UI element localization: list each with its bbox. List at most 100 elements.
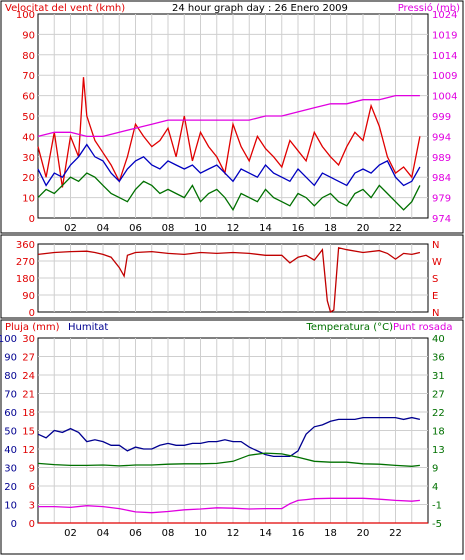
wind-ytick-label: 0 <box>29 214 35 225</box>
direction-ytick-label: 0 <box>29 308 35 319</box>
rain_temp-ytick-label: 21 <box>22 390 35 401</box>
wind-series-gust_avg <box>37 143 421 187</box>
rain_temp-series-temperature <box>37 452 420 467</box>
wind-xtick-label: 20 <box>357 223 370 234</box>
dewpoint-axis-label: Punt rosada <box>393 322 452 333</box>
rain_temp-ytick-label: 30 <box>22 334 35 345</box>
rain_temp-xtick-label: 12 <box>227 528 240 539</box>
wind-y2tick-label: 979 <box>432 194 451 205</box>
rain_temp-xtick-label: 16 <box>292 528 305 539</box>
wind-y2tick-label: 1024 <box>432 10 457 21</box>
rain-humidity-temperature-chart: 0369121518212427300102030405060708090100… <box>0 334 445 539</box>
wind-chart: 0 10 20 30 40 50 60 70 80 90 100 974 979 984 989 994 999… <box>16 10 458 234</box>
rain_temp-humidity-tick-label: 50 <box>4 427 17 438</box>
rain_temp-humidity-tick-label: 0 <box>11 519 17 530</box>
rain_temp-y2tick-label: 4 <box>432 482 438 493</box>
rain_temp-ytick-label: 27 <box>22 353 35 364</box>
rain_temp-humidity-tick-label: 100 <box>0 334 17 345</box>
wind-series-pressure <box>37 94 420 138</box>
rain_temp-y2tick-label: 36 <box>432 353 445 364</box>
wind-y2tick-label: 999 <box>432 112 451 123</box>
wind-xtick-label: 06 <box>129 223 142 234</box>
rain_temp-xtick-label: 20 <box>357 528 370 539</box>
rain_temp-ytick-label: 12 <box>22 445 35 456</box>
rain_temp-y2tick-label: 40 <box>432 334 445 345</box>
wind-xtick-label: 22 <box>389 223 402 234</box>
wind-xtick-label: 14 <box>259 223 272 234</box>
wind-y2tick-label: 989 <box>432 153 451 164</box>
panel-wind-frame <box>0 0 464 234</box>
direction-ytick-label: 360 <box>16 240 35 251</box>
rain_temp-humidity-tick-label: 10 <box>4 501 17 512</box>
rain_temp-xtick-label: 10 <box>194 528 207 539</box>
wind-axis-label: Velocitat del vent (kmh) <box>5 3 125 14</box>
rain_temp-y2tick-label: 18 <box>432 427 445 438</box>
rain_temp-ytick-label: 6 <box>29 482 35 493</box>
rain_temp-xtick-label: 18 <box>324 528 337 539</box>
direction-y2tick-label: N <box>432 240 439 251</box>
wind-ytick-label: 40 <box>22 132 35 143</box>
rain_temp-humidity-tick-label: 60 <box>4 408 17 419</box>
rain_temp-y2tick-label: 22 <box>432 408 445 419</box>
rain_temp-y2tick-label: 9 <box>432 464 438 475</box>
wind-y2tick-label: 1019 <box>432 30 457 41</box>
pressure-axis-label: Pressió (mb) <box>398 2 460 14</box>
rain_temp-humidity-tick-label: 80 <box>4 371 17 382</box>
rain_temp-y2tick-label: 27 <box>432 390 445 401</box>
rain_temp-xtick-label: 22 <box>389 528 402 539</box>
wind-y2tick-label: 1004 <box>432 92 457 103</box>
panel-direction-frame <box>0 234 464 319</box>
rain_temp-humidity-tick-label: 70 <box>4 390 17 401</box>
wind-xtick-label: 10 <box>194 223 207 234</box>
wind-y2tick-label: 984 <box>432 173 451 184</box>
rain_temp-y2tick-label: 13 <box>432 445 445 456</box>
wind-series-wind_avg <box>37 172 421 212</box>
rain_temp-ytick-label: 15 <box>22 427 35 438</box>
direction-ytick-label: 180 <box>16 274 35 285</box>
rain_temp-xtick-label: 14 <box>259 528 272 539</box>
wind-xtick-label: 12 <box>227 223 240 234</box>
humidity-axis-label: Humitat <box>68 322 108 333</box>
rain_temp-humidity-tick-label: 30 <box>4 464 17 475</box>
direction-y2tick-label: W <box>432 257 442 268</box>
direction-ytick-label: 90 <box>22 291 35 302</box>
wind-xtick-label: 16 <box>292 223 305 234</box>
rain_temp-xtick-label: 06 <box>129 528 142 539</box>
rain_temp-y2tick-label: -5 <box>432 519 442 530</box>
direction-y2tick-label: S <box>432 274 438 285</box>
rain_temp-humidity-tick-label: 20 <box>4 482 17 493</box>
rain_temp-humidity-tick-label: 90 <box>4 353 17 364</box>
wind-xtick-label: 08 <box>162 223 175 234</box>
wind-ytick-label: 30 <box>22 153 35 164</box>
rain_temp-y2tick-label: -1 <box>432 501 442 512</box>
wind-ytick-label: 20 <box>22 173 35 184</box>
rain-axis-label: Pluja (mm) <box>5 322 60 333</box>
rain_temp-y2tick-label: 31 <box>432 371 445 382</box>
wind-y2tick-label: 1009 <box>432 71 457 82</box>
wind-xtick-label: 04 <box>97 223 110 234</box>
rain_temp-ytick-label: 18 <box>22 408 35 419</box>
rain_temp-ytick-label: 9 <box>29 464 35 475</box>
rain_temp-series-humidity <box>37 416 421 458</box>
wind-ytick-label: 70 <box>22 71 35 82</box>
wind-xtick-label: 02 <box>64 223 77 234</box>
wind-ytick-label: 10 <box>22 194 35 205</box>
rain_temp-humidity-tick-label: 40 <box>4 445 17 456</box>
wind-xtick-label: 18 <box>324 223 337 234</box>
wind-ytick-label: 80 <box>22 51 35 62</box>
direction-series-direction <box>37 246 421 313</box>
direction-ytick-label: 270 <box>16 257 35 268</box>
panel-rain-frame <box>0 319 464 555</box>
wind-ytick-label: 60 <box>22 92 35 103</box>
wind-ytick-label: 50 <box>22 112 35 123</box>
chart-title: 24 hour graph day : 26 Enero 2009 <box>172 3 348 14</box>
rain_temp-ytick-label: 0 <box>29 519 35 530</box>
wind-ytick-label: 100 <box>16 10 35 21</box>
rain_temp-series-dewpoint <box>38 497 420 514</box>
direction-y2tick-label: N <box>432 308 439 319</box>
wind-y2tick-label: 1014 <box>432 51 457 62</box>
rain_temp-xtick-label: 04 <box>97 528 110 539</box>
